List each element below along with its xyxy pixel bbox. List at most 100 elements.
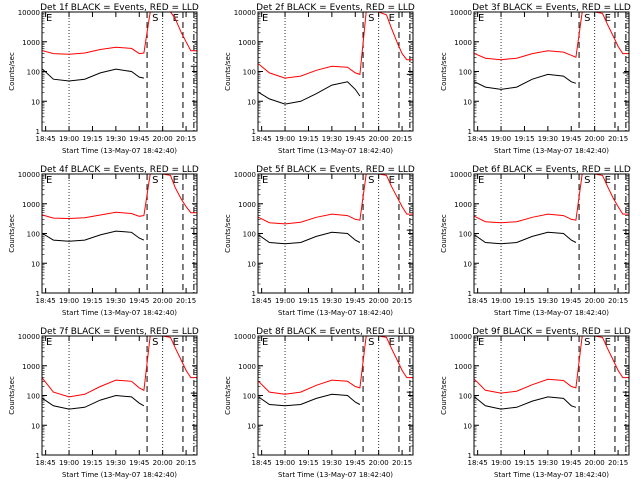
detector-panel-4: Det 4f BLACK = Events, RED = LLD Counts/s… [8, 165, 199, 317]
detector-panel-2: Det 2f BLACK = Events, RED = LLD Counts/s… [224, 3, 415, 155]
x-tick-label: 19:45 [129, 135, 149, 143]
lld-series-line [42, 11, 197, 55]
x-tick-label: 20:15 [392, 135, 412, 143]
x-axis-label: Start Time (13-May-07 18:42:40) [278, 147, 393, 155]
detector-panel-6: Det 6f BLACK = Events, RED = LLD Counts/s… [440, 165, 631, 317]
y-tick-label: 10 [463, 98, 472, 106]
y-tick-label: 100 [459, 393, 472, 401]
interval-letter-e: E [389, 13, 395, 24]
x-tick-label: 20:00 [369, 297, 389, 305]
y-tick-label: 10 [463, 422, 472, 430]
interval-letter-e: E [262, 13, 268, 24]
y-tick-label: 1000 [22, 39, 40, 47]
x-tick-label: 20:00 [369, 135, 389, 143]
interval-letter-e: E [478, 13, 484, 24]
y-tick-label: 1 [252, 128, 256, 136]
lld-series-line [474, 173, 629, 224]
interval-letter-e: E [173, 175, 179, 186]
x-tick-label: 19:45 [345, 135, 365, 143]
y-tick-label: 1000 [238, 39, 256, 47]
y-tick-label: 10000 [18, 171, 40, 179]
y-tick-label: 1000 [22, 201, 40, 209]
events-series-line [474, 391, 629, 410]
x-tick-label: 18:45 [252, 459, 272, 467]
y-tick-label: 1 [252, 452, 256, 460]
y-tick-label: 10 [247, 260, 256, 268]
x-tick-label: 19:45 [345, 297, 365, 305]
y-tick-label: 100 [459, 69, 472, 77]
lld-series-line [258, 173, 413, 225]
y-tick-label: 1000 [238, 201, 256, 209]
y-axis-label: Counts/sec [440, 52, 448, 91]
panel-title: Det 4f BLACK = Events, RED = LLD [40, 165, 199, 175]
interval-letter-s: S [368, 175, 374, 186]
interval-letter-e: E [262, 337, 268, 348]
x-tick-label: 19:45 [561, 459, 581, 467]
x-tick-label: 19:15 [514, 135, 534, 143]
y-tick-label: 1 [468, 452, 472, 460]
y-tick-label: 10 [31, 260, 40, 268]
x-tick-label: 19:15 [82, 297, 102, 305]
y-tick-label: 10 [463, 260, 472, 268]
x-tick-label: 19:30 [322, 135, 342, 143]
events-series-line [258, 229, 413, 245]
x-tick-label: 18:45 [468, 135, 488, 143]
interval-letter-e: E [605, 175, 611, 186]
x-tick-label: 19:30 [538, 135, 558, 143]
y-tick-label: 1 [468, 128, 472, 136]
events-series-line [474, 229, 629, 245]
y-tick-label: 10 [247, 98, 256, 106]
panel-title: Det 1f BLACK = Events, RED = LLD [40, 3, 199, 13]
x-tick-label: 20:15 [608, 135, 628, 143]
x-axis-label: Start Time (13-May-07 18:42:40) [278, 471, 393, 479]
y-tick-label: 1 [468, 290, 472, 298]
interval-letter-s: S [368, 13, 374, 24]
x-tick-label: 19:15 [82, 135, 102, 143]
detector-panel-3: Det 3f BLACK = Events, RED = LLD Counts/s… [440, 3, 631, 155]
interval-letter-e: E [389, 337, 395, 348]
detector-panel-8: Det 8f BLACK = Events, RED = LLD Counts/s… [224, 327, 415, 479]
y-axis-label: Counts/sec [224, 376, 232, 415]
plot-frame [473, 173, 630, 294]
x-tick-label: 20:00 [585, 459, 605, 467]
events-series-line [42, 65, 197, 82]
y-tick-label: 1000 [454, 201, 472, 209]
lld-series-line [258, 11, 413, 79]
x-tick-label: 20:00 [153, 135, 173, 143]
x-tick-label: 19:45 [561, 135, 581, 143]
y-axis-label: Counts/sec [440, 376, 448, 415]
lld-series-line [474, 335, 629, 394]
x-tick-label: 19:15 [514, 297, 534, 305]
y-tick-label: 1 [36, 290, 40, 298]
lld-series-line [42, 335, 197, 398]
lld-series-line [258, 335, 413, 395]
interval-letter-s: S [584, 175, 590, 186]
x-tick-label: 20:15 [176, 135, 196, 143]
x-tick-label: 19:30 [322, 459, 342, 467]
interval-letter-e: E [173, 13, 179, 24]
y-tick-label: 1 [252, 290, 256, 298]
interval-letter-e: E [173, 337, 179, 348]
interval-letter-s: S [152, 175, 158, 186]
plot-frame [473, 335, 630, 456]
plot-frame [257, 11, 414, 132]
x-tick-label: 18:45 [36, 459, 56, 467]
y-tick-label: 1000 [454, 363, 472, 371]
x-tick-label: 20:00 [153, 459, 173, 467]
x-tick-label: 18:45 [252, 135, 272, 143]
y-tick-label: 10000 [18, 9, 40, 17]
interval-letter-e: E [605, 13, 611, 24]
x-tick-label: 19:45 [129, 297, 149, 305]
plot-frame [41, 335, 198, 456]
interval-letter-e: E [46, 13, 52, 24]
interval-letter-s: S [584, 13, 590, 24]
x-tick-label: 19:00 [275, 297, 295, 305]
x-tick-label: 20:15 [392, 459, 412, 467]
x-tick-label: 20:00 [585, 135, 605, 143]
y-axis-label: Counts/sec [224, 52, 232, 91]
interval-letter-e: E [389, 175, 395, 186]
x-tick-label: 19:15 [82, 459, 102, 467]
x-tick-label: 19:15 [514, 459, 534, 467]
x-tick-label: 18:45 [468, 297, 488, 305]
x-tick-label: 19:45 [561, 297, 581, 305]
